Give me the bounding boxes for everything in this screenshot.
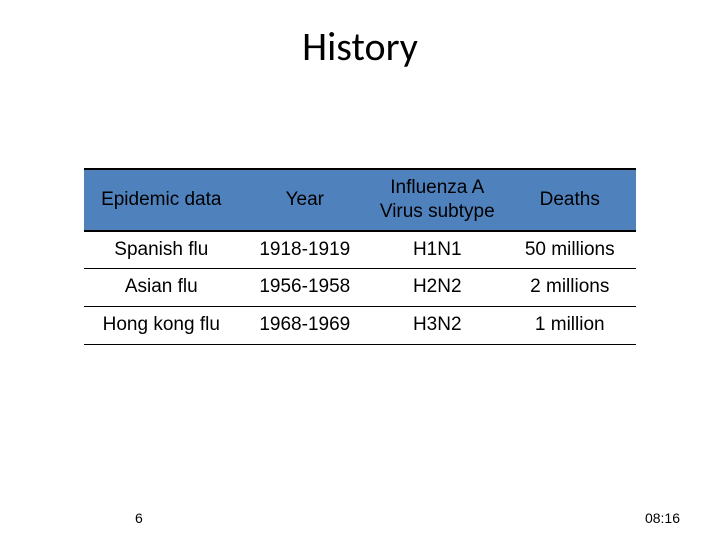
col-epidemic: Epidemic data — [84, 169, 239, 231]
cell: H2N2 — [371, 269, 503, 307]
cell: 1968-1969 — [239, 306, 371, 344]
col-subtype: Influenza A Virus subtype — [371, 169, 503, 231]
table-header: Epidemic data Year Influenza A Virus sub… — [84, 169, 636, 231]
table-row: Spanish flu 1918-1919 H1N1 50 millions — [84, 231, 636, 269]
timestamp: 08:16 — [645, 510, 680, 526]
cell: 1918-1919 — [239, 231, 371, 269]
cell: Hong kong flu — [84, 306, 239, 344]
table-row: Asian flu 1956-1958 H2N2 2 millions — [84, 269, 636, 307]
cell: 50 millions — [503, 231, 636, 269]
cell: 1956-1958 — [239, 269, 371, 307]
col-deaths: Deaths — [503, 169, 636, 231]
cell: H3N2 — [371, 306, 503, 344]
cell: Spanish flu — [84, 231, 239, 269]
cell: H1N1 — [371, 231, 503, 269]
cell: 1 million — [503, 306, 636, 344]
col-year: Year — [239, 169, 371, 231]
history-table: Epidemic data Year Influenza A Virus sub… — [84, 168, 636, 345]
slide-title: History — [0, 22, 720, 71]
page-number: 6 — [135, 510, 143, 526]
cell: Asian flu — [84, 269, 239, 307]
cell: 2 millions — [503, 269, 636, 307]
table-row: Hong kong flu 1968-1969 H3N2 1 million — [84, 306, 636, 344]
table-body: Spanish flu 1918-1919 H1N1 50 millions A… — [84, 231, 636, 345]
